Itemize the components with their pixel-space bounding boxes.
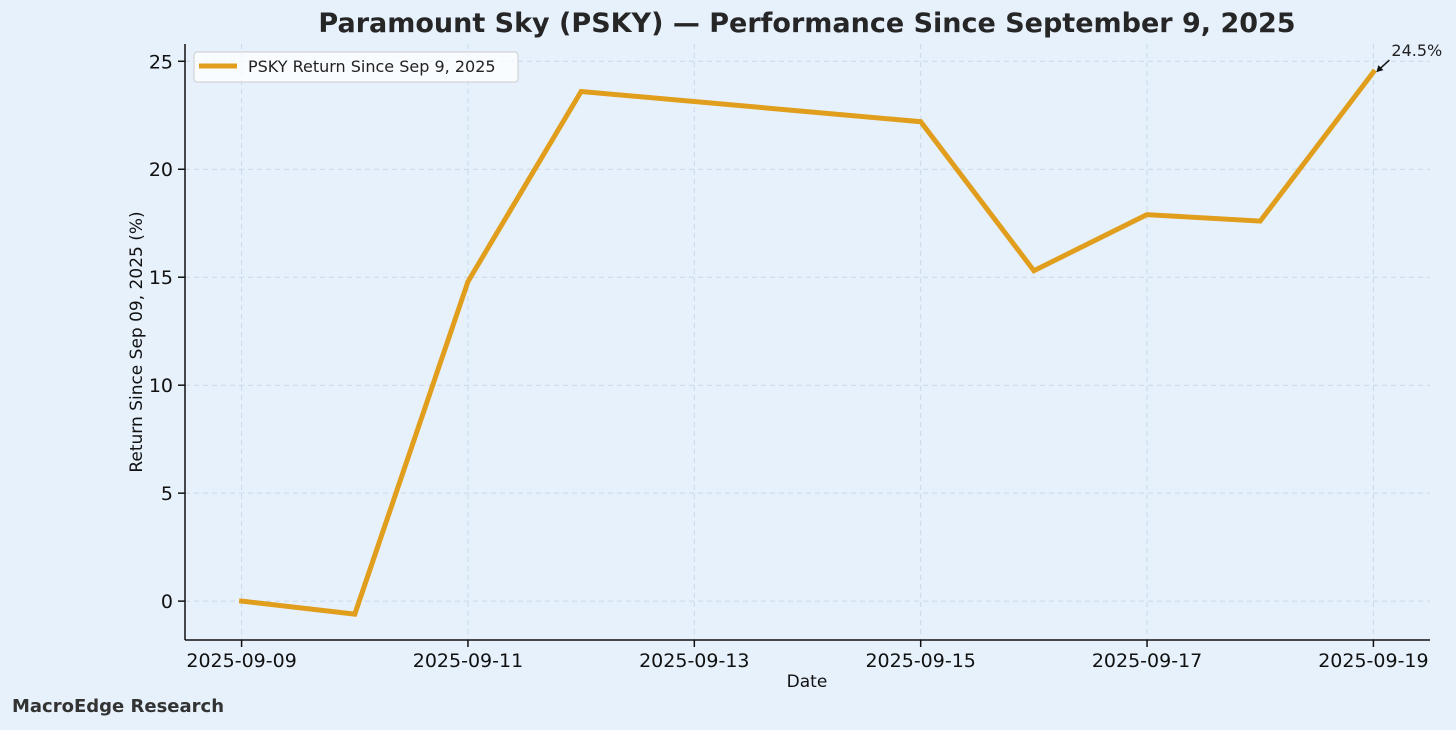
y-tick-label: 15 bbox=[149, 267, 173, 289]
series-line bbox=[238, 68, 1377, 617]
x-axis-label: Date bbox=[787, 672, 828, 692]
x-tick-label: 2025-09-11 bbox=[413, 650, 523, 672]
brand-watermark: MacroEdge Research bbox=[12, 696, 225, 717]
ticks: 0 5 10 15 20 25 2025-09-09 2025-09-11 2025-09-13… bbox=[149, 51, 1429, 672]
y-tick-label: 20 bbox=[149, 159, 173, 181]
axes bbox=[184, 44, 1430, 641]
y-tick-label: 10 bbox=[149, 375, 173, 397]
x-tick-label: 2025-09-15 bbox=[865, 650, 975, 672]
annotations: 24.5% bbox=[1376, 41, 1442, 73]
y-tick-label: 0 bbox=[161, 591, 173, 613]
annotation-label: 24.5% bbox=[1391, 41, 1442, 60]
chart-title: Paramount Sky (PSKY) — Performance Since… bbox=[318, 8, 1295, 39]
legend: PSKY Return Since Sep 9, 2025 bbox=[193, 51, 519, 83]
x-tick-label: 2025-09-17 bbox=[1092, 650, 1202, 672]
series bbox=[238, 68, 1377, 617]
grid bbox=[185, 44, 1430, 640]
annotation-arrowhead bbox=[1376, 65, 1384, 73]
x-tick-label: 2025-09-13 bbox=[639, 650, 749, 672]
legend-box bbox=[193, 51, 519, 83]
legend-label: PSKY Return Since Sep 9, 2025 bbox=[248, 57, 496, 76]
x-tick-label: 2025-09-19 bbox=[1318, 650, 1428, 672]
y-tick-label: 5 bbox=[161, 483, 173, 505]
y-axis-label: Return Since Sep 09, 2025 (%) bbox=[127, 211, 147, 472]
y-tick-label: 25 bbox=[149, 51, 173, 73]
x-tick-label: 2025-09-09 bbox=[186, 650, 296, 672]
